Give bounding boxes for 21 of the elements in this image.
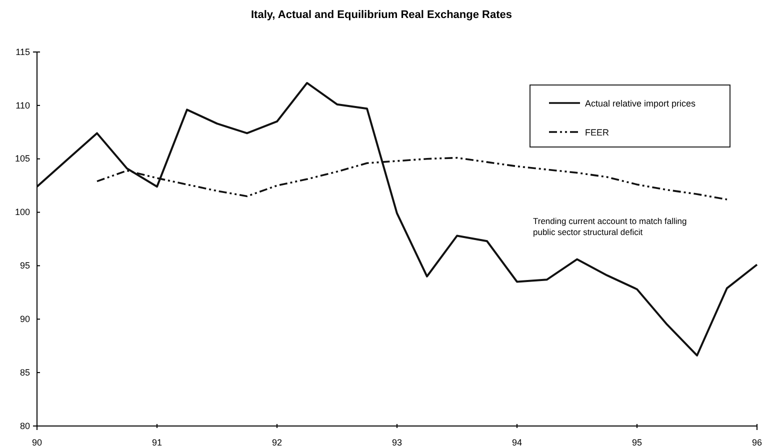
x-tick-label: 95 xyxy=(632,438,642,448)
x-tick-label: 94 xyxy=(512,438,522,448)
line-series xyxy=(96,156,728,200)
y-tick-label: 110 xyxy=(16,100,30,110)
y-tick-label: 105 xyxy=(14,154,30,164)
y-tick-label: 115 xyxy=(16,46,30,57)
y-tick-label: 85 xyxy=(20,367,30,378)
x-tick-label: 93 xyxy=(392,438,402,448)
chart-title: Italy, Actual and Equilibrium Real Exchange Rates xyxy=(250,9,512,21)
legend-label: Actual relative import prices xyxy=(585,98,696,108)
legend-label: FEER xyxy=(585,128,610,138)
x-tick-label: 96 xyxy=(752,438,762,448)
x-tick-label: 92 xyxy=(272,438,282,448)
x-tick-label: 90 xyxy=(32,438,42,448)
y-tick-label: 95 xyxy=(20,260,30,271)
y-tick-label: 90 xyxy=(20,314,30,324)
line-series xyxy=(36,82,758,356)
annotation: Trending current account to match falling public sector structural deficit xyxy=(533,216,687,237)
y-tick-label: 80 xyxy=(20,420,30,431)
y-tick-label: 100 xyxy=(14,207,30,218)
x-tick-label: 91 xyxy=(152,438,162,448)
